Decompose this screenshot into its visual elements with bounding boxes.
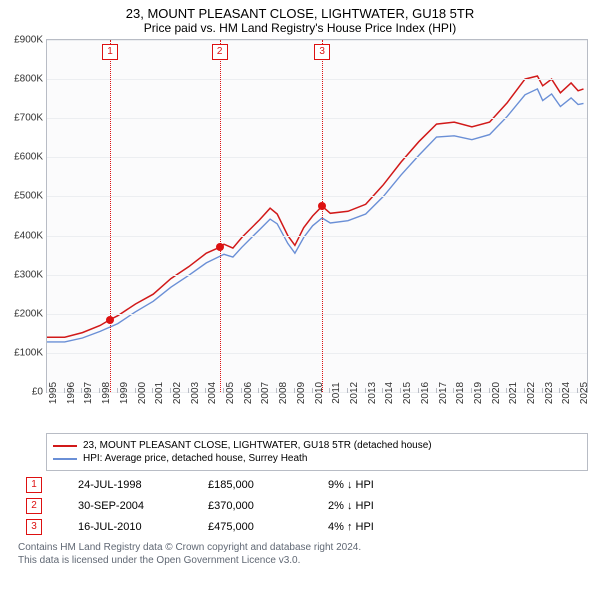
legend-swatch xyxy=(53,445,77,447)
x-axis-label: 1996 xyxy=(64,382,77,404)
chart-lines xyxy=(47,40,587,392)
price-marker-pin: 2 xyxy=(212,44,228,60)
x-axis-label: 2013 xyxy=(365,382,378,404)
event-date: 16-JUL-2010 xyxy=(78,521,208,533)
x-axis-label: 2004 xyxy=(205,382,218,404)
x-axis-label: 2022 xyxy=(524,382,537,404)
chart-subtitle: Price paid vs. HM Land Registry's House … xyxy=(0,21,600,39)
x-axis-label: 2005 xyxy=(223,382,236,404)
series-line xyxy=(47,76,584,337)
x-axis-label: 1999 xyxy=(117,382,130,404)
x-axis-label: 2009 xyxy=(294,382,307,404)
y-axis-label: £800K xyxy=(14,74,47,85)
event-delta: 2% ↓ HPI xyxy=(328,500,428,512)
legend: 23, MOUNT PLEASANT CLOSE, LIGHTWATER, GU… xyxy=(46,433,588,471)
x-axis-label: 2010 xyxy=(312,382,325,404)
event-marker: 1 xyxy=(26,477,42,493)
legend-swatch xyxy=(53,458,77,460)
y-axis-label: £0 xyxy=(32,387,47,398)
event-delta: 4% ↑ HPI xyxy=(328,521,428,533)
license-line: Contains HM Land Registry data © Crown c… xyxy=(18,541,588,554)
event-row: 3 16-JUL-2010£475,0004% ↑ HPI xyxy=(18,519,588,535)
x-axis-label: 2015 xyxy=(400,382,413,404)
price-marker-dot xyxy=(106,316,114,324)
x-axis-label: 2014 xyxy=(382,382,395,404)
x-axis-label: 1998 xyxy=(99,382,112,404)
legend-item: 23, MOUNT PLEASANT CLOSE, LIGHTWATER, GU… xyxy=(53,440,581,451)
license-text: Contains HM Land Registry data © Crown c… xyxy=(18,541,588,567)
y-axis-label: £500K xyxy=(14,191,47,202)
event-marker: 2 xyxy=(26,498,42,514)
event-date: 24-JUL-1998 xyxy=(78,479,208,491)
x-axis-label: 2018 xyxy=(453,382,466,404)
price-marker-pin: 3 xyxy=(314,44,330,60)
event-price: £370,000 xyxy=(208,500,328,512)
x-axis-label: 2007 xyxy=(258,382,271,404)
event-row: 1 24-JUL-1998£185,0009% ↓ HPI xyxy=(18,477,588,493)
x-axis-label: 2000 xyxy=(135,382,148,404)
x-axis-label: 1997 xyxy=(81,382,94,404)
x-axis-label: 2002 xyxy=(170,382,183,404)
event-marker: 3 xyxy=(26,519,42,535)
y-axis-label: £100K xyxy=(14,347,47,358)
y-axis-label: £600K xyxy=(14,152,47,163)
x-axis-label: 2016 xyxy=(418,382,431,404)
x-axis-label: 2020 xyxy=(489,382,502,404)
x-axis-label: 1995 xyxy=(46,382,59,404)
x-axis-label: 2023 xyxy=(542,382,555,404)
event-price: £475,000 xyxy=(208,521,328,533)
x-axis-label: 2006 xyxy=(241,382,254,404)
y-axis-label: £300K xyxy=(14,269,47,280)
series-line xyxy=(47,89,584,342)
x-axis-label: 2012 xyxy=(347,382,360,404)
y-axis-label: £200K xyxy=(14,308,47,319)
x-axis-label: 2001 xyxy=(152,382,165,404)
event-price: £185,000 xyxy=(208,479,328,491)
y-axis-label: £700K xyxy=(14,113,47,124)
x-axis-label: 2019 xyxy=(471,382,484,404)
events-table: 1 24-JUL-1998£185,0009% ↓ HPI 2 30-SEP-2004… xyxy=(18,477,588,535)
event-row: 2 30-SEP-2004£370,0002% ↓ HPI xyxy=(18,498,588,514)
x-axis-label: 2003 xyxy=(188,382,201,404)
x-axis-ticks: 1995199619971998199920002001200220032004… xyxy=(46,393,588,429)
x-axis-label: 2017 xyxy=(436,382,449,404)
x-axis-label: 2021 xyxy=(506,382,519,404)
x-axis-label: 2008 xyxy=(276,382,289,404)
chart-plot-area: £0£100K£200K£300K£400K£500K£600K£700K£80… xyxy=(46,39,588,393)
legend-item: HPI: Average price, detached house, Surr… xyxy=(53,453,581,464)
legend-label: 23, MOUNT PLEASANT CLOSE, LIGHTWATER, GU… xyxy=(83,440,432,451)
price-marker-dot xyxy=(318,202,326,210)
legend-label: HPI: Average price, detached house, Surr… xyxy=(83,453,307,464)
license-line: This data is licensed under the Open Gov… xyxy=(18,554,588,567)
chart-title: 23, MOUNT PLEASANT CLOSE, LIGHTWATER, GU… xyxy=(0,0,600,21)
price-marker-pin: 1 xyxy=(102,44,118,60)
event-date: 30-SEP-2004 xyxy=(78,500,208,512)
x-axis-label: 2024 xyxy=(559,382,572,404)
event-delta: 9% ↓ HPI xyxy=(328,479,428,491)
x-axis-label: 2011 xyxy=(329,382,342,404)
y-axis-label: £900K xyxy=(14,35,47,46)
price-marker-dot xyxy=(216,243,224,251)
y-axis-label: £400K xyxy=(14,230,47,241)
x-axis-label: 2025 xyxy=(577,382,590,404)
